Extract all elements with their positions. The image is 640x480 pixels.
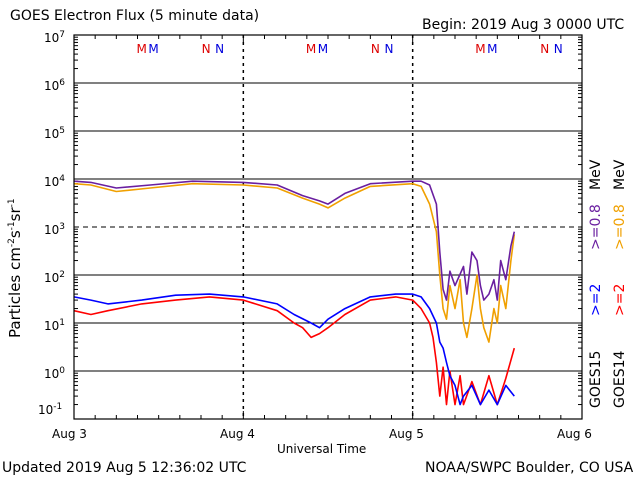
y-tick-1e7: 107 <box>44 30 66 45</box>
credit-label: NOAA/SWPC Boulder, CO USA <box>425 460 634 476</box>
legend-goes14-ge08: >=0.8 <box>612 204 628 250</box>
y-tick-1e4: 104 <box>44 174 66 189</box>
noon-midnight-marker: N <box>215 42 224 56</box>
begin-label: Begin: 2019 Aug 3 0000 UTC <box>422 17 625 33</box>
x-tick-aug4: Aug 4 <box>220 427 255 441</box>
series-layer <box>73 180 516 406</box>
series-goes14-2-mev <box>73 296 516 406</box>
x-tick-aug6: Aug 6 <box>557 427 592 441</box>
noon-midnight-marker: N <box>202 42 211 56</box>
y-tick-1e6: 106 <box>44 78 66 93</box>
series-goes15-0-8-mev <box>73 180 516 301</box>
noon-midnight-marker: N <box>384 42 393 56</box>
noon-midnight-marker: M <box>148 42 158 56</box>
noon-midnight-marker: N <box>371 42 380 56</box>
chart-title: GOES Electron Flux (5 minute data) <box>10 8 260 24</box>
noon-midnight-marker: M <box>487 42 497 56</box>
y-tick-1e5: 105 <box>44 126 66 141</box>
x-tick-aug3: Aug 3 <box>52 427 87 441</box>
series-goes14-0-8-mev <box>73 182 516 343</box>
legend-goes15: GOES15 <box>588 350 604 408</box>
updated-label: Updated 2019 Aug 5 12:36:02 UTC <box>2 460 247 476</box>
legend-goes15-ge08: >=0.8 <box>588 204 604 250</box>
legend-goes15-ge2: >=2 <box>588 283 604 316</box>
noon-midnight-marker: N <box>554 42 563 56</box>
noon-midnight-marker: M <box>318 42 328 56</box>
y-tick-1e-1: 10-1 <box>38 402 63 417</box>
y-axis-label: Particles cm-2s-1sr-1 <box>6 198 24 338</box>
legend-goes14-ge2: >=2 <box>612 283 628 316</box>
series-goes15-2-mev <box>73 293 515 406</box>
x-axis-label: Universal Time <box>277 442 367 456</box>
noon-midnight-marker: M <box>475 42 485 56</box>
grid-layer <box>73 35 583 419</box>
noon-midnight-marker: N <box>540 42 549 56</box>
legend-mev-1: MeV <box>588 159 604 190</box>
legend-mev-2: MeV <box>612 159 628 190</box>
noon-midnight-marker: M <box>137 42 147 56</box>
x-tick-aug5: Aug 5 <box>389 427 424 441</box>
legend-goes14: GOES14 <box>612 350 628 408</box>
y-tick-1e1: 101 <box>44 318 66 333</box>
y-tick-1e2: 102 <box>44 270 66 285</box>
y-tick-1e3: 103 <box>44 222 66 237</box>
noon-midnight-marker: M <box>306 42 316 56</box>
y-tick-1e0: 100 <box>44 366 66 381</box>
plot-frame <box>73 34 583 420</box>
